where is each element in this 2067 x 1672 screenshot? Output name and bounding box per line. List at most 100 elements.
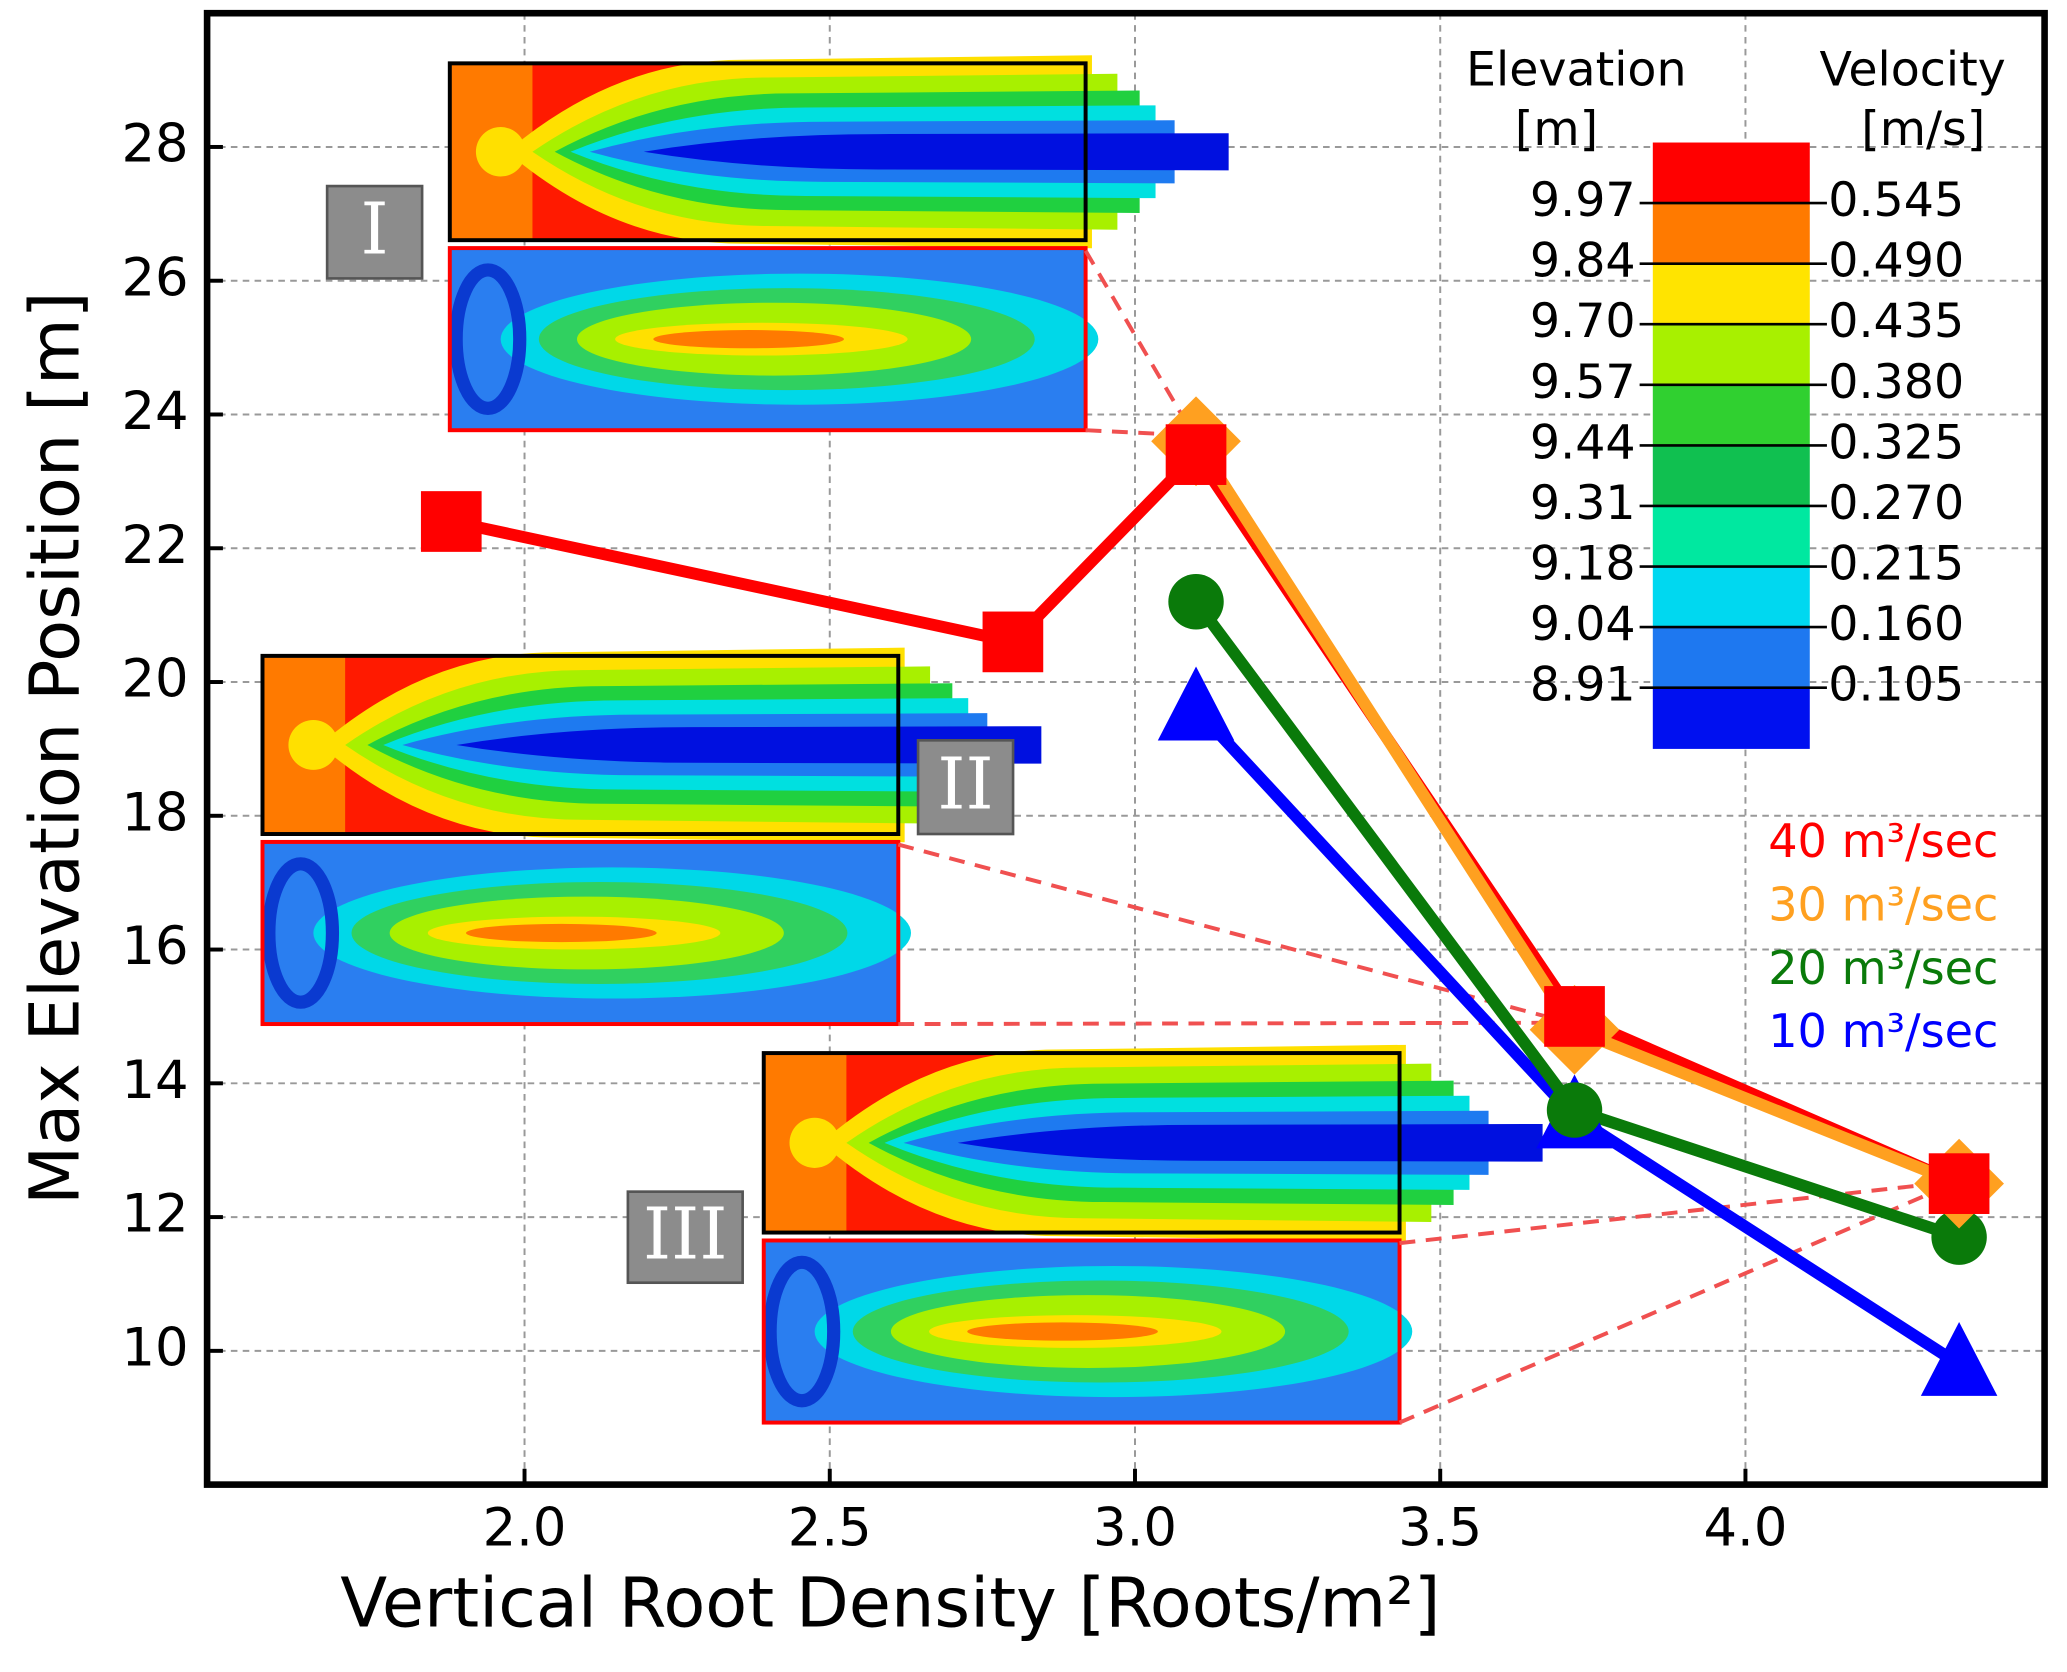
colorbar-label: 9.44 [1530, 415, 1636, 470]
colorbar-label: 0.545 [1828, 173, 1964, 228]
annotation: III [643, 1192, 727, 1275]
y-tick-label: 22 [121, 515, 188, 576]
inset-border [761, 1051, 1402, 1235]
marker [982, 611, 1044, 673]
y-tick-label: 12 [121, 1184, 188, 1245]
y-tick-label: 16 [121, 916, 188, 977]
annotation-box [626, 1190, 744, 1285]
colorbar-band [1652, 627, 1810, 689]
colorbar-band [1652, 687, 1810, 749]
colorbar-unit: [m] [1515, 102, 1598, 157]
contour-inset [260, 839, 912, 1027]
colorbar-label: 9.97 [1530, 173, 1636, 228]
colorbar-label: 9.18 [1530, 537, 1636, 592]
colorbar-label: 0.105 [1828, 658, 1964, 713]
colorbar-label: 0.215 [1828, 537, 1964, 592]
inset-plume [465, 923, 657, 943]
colorbar-band [1652, 445, 1810, 507]
y-tick-label: 24 [121, 381, 188, 442]
inset-border [761, 1238, 1402, 1425]
y-axis-label: Max Elevation Position [m] [15, 292, 95, 1205]
inset-border [447, 61, 1088, 243]
colorbar-label: 9.70 [1530, 294, 1636, 349]
legend-entry: 30 m³/sec [1768, 877, 1998, 931]
marker [1546, 1082, 1603, 1138]
colorbar-band [1652, 263, 1810, 325]
inset-border [260, 839, 901, 1027]
colorbar-band [1652, 566, 1810, 628]
colorbar: Elevation[m] Velocity[m/s] 9.97 0.545 9.84 0.… [1466, 43, 2006, 749]
contour-inset [260, 647, 1042, 843]
x-axis-label: Vertical Root Density [Roots/m²] [340, 1563, 1440, 1643]
colorbar-label: 9.84 [1530, 234, 1636, 289]
marker [1165, 424, 1227, 485]
x-tick-label: 4.0 [1703, 1497, 1787, 1558]
marker [420, 491, 482, 552]
colorbar-label: 0.160 [1828, 597, 1964, 652]
x-tick-label: 2.0 [483, 1497, 567, 1558]
annotation: II [937, 742, 993, 825]
plot-frame [203, 9, 2048, 1488]
annotation: I [361, 187, 389, 270]
contour-inset [761, 1044, 1543, 1241]
inset-source [789, 1117, 840, 1168]
x-tick-label: 3.0 [1093, 1497, 1177, 1558]
colorbar-band [1652, 384, 1810, 447]
colorbar-label: 0.380 [1828, 355, 1964, 410]
x-tick-label: 2.5 [788, 1497, 872, 1558]
marker [1920, 1321, 1998, 1396]
colorbar-band [1652, 142, 1810, 204]
inset-plume [653, 330, 845, 349]
inset-border [447, 246, 1088, 433]
annotation-box [916, 739, 1015, 836]
y-tick-label: 14 [121, 1050, 188, 1111]
connector [898, 1020, 1570, 1027]
inset-source [288, 720, 339, 770]
contour-inset [761, 1238, 1413, 1425]
colorbar-label: 9.31 [1530, 476, 1636, 531]
colorbar-label: 0.435 [1828, 294, 1964, 349]
y-tick-label: 28 [121, 114, 188, 175]
connector [897, 842, 1571, 1025]
annotation-box [325, 184, 424, 280]
legend-entry: 40 m³/sec [1768, 814, 1998, 868]
marker [1544, 986, 1605, 1047]
y-tick-label: 10 [121, 1317, 188, 1378]
colorbar-label: 8.91 [1530, 658, 1636, 713]
colorbar-label: 0.490 [1828, 234, 1964, 289]
inset-plume [643, 133, 1229, 171]
inset-source [262, 857, 340, 1009]
connector [1083, 249, 1196, 437]
inset-plume [967, 1322, 1158, 1341]
y-tick-label: 18 [121, 782, 188, 843]
inset-plume [957, 1123, 1543, 1162]
marker [1928, 1153, 1990, 1214]
colorbar-label: 0.325 [1828, 415, 1964, 470]
contour-inset [447, 55, 1229, 249]
inset-source [475, 127, 526, 177]
marker [1157, 666, 1235, 741]
colorbar-title: Velocity [1820, 43, 2006, 98]
colorbar-band [1652, 324, 1810, 386]
legend-entry: 10 m³/sec [1768, 1004, 1998, 1058]
y-tick-label: 26 [121, 247, 188, 308]
series [420, 396, 2004, 1396]
colorbar-title: Elevation [1466, 43, 1687, 98]
y-tick-label: 20 [121, 649, 188, 710]
colorbar-label: 9.04 [1530, 597, 1636, 652]
connector [1398, 1179, 1960, 1425]
contour-inset [447, 246, 1099, 433]
inset-border [260, 653, 901, 836]
marker [1168, 574, 1224, 630]
marker [1931, 1209, 1987, 1265]
colorbar-label: 9.57 [1530, 355, 1636, 410]
inset-source [763, 1255, 841, 1408]
colorbar-unit: [m/s] [1861, 102, 1985, 157]
inset-source [449, 263, 527, 415]
x-tick-label: 3.5 [1398, 1497, 1482, 1558]
connector [1399, 1179, 1960, 1246]
colorbar-label: 0.270 [1828, 476, 1964, 531]
